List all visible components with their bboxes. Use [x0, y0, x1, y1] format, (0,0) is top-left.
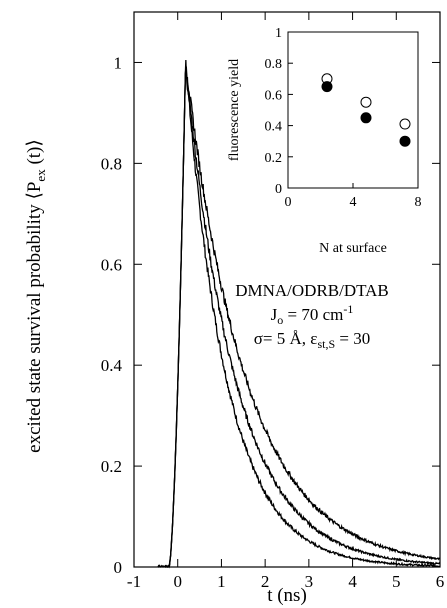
inset-x-tick-label: 8 [415, 195, 422, 210]
inset-y-tick-label: 0 [275, 182, 282, 197]
x-tick-label: 0 [173, 572, 182, 591]
survival-curve-1 [157, 68, 440, 568]
inset-y-tick-label: 0.4 [265, 120, 283, 135]
main-series [157, 59, 441, 569]
inset-plot-frame [287, 31, 419, 189]
x-tick-label: 4 [348, 572, 357, 591]
main-ticks: -1 0 1 2 3 4 5 600.20.40.60.81 [101, 12, 445, 591]
y-tick-label: 0.2 [101, 457, 122, 476]
x-axis-label: t (ns) [267, 585, 307, 606]
annotation-system: DMNA/ODRB/DTAB [235, 281, 389, 300]
x-tick-label: 6 [436, 572, 445, 591]
inset-point-filled [360, 112, 372, 124]
x-tick-label: 5 [392, 572, 401, 591]
x-tick-label: 1 [217, 572, 226, 591]
inset-point-open [399, 118, 411, 130]
annotation-parameters: σ= 5 Å, εst,S = 30 [254, 329, 370, 351]
inset-y-tick-label: 0.2 [265, 151, 283, 166]
inset-ticks: 0 4 8 0 0.2 0.4 0.6 0.8 1 [265, 26, 422, 210]
y-tick-label: 0 [114, 558, 123, 577]
annotation-coupling: Jo = 70 cm-1 [271, 302, 354, 327]
inset-y-tick-label: 0.8 [265, 57, 283, 72]
survival-curve-2 [157, 59, 441, 569]
inset-y-tick-label: 1 [275, 26, 282, 41]
inset-x-tick-label: 4 [350, 195, 357, 210]
x-tick-label: 3 [305, 572, 314, 591]
inset-series [321, 73, 411, 147]
y-axis-label: excited state survival probability ⟨Pex … [24, 139, 48, 453]
inset-point-filled [321, 81, 333, 93]
inset-y-axis-label: fluorescence yield [227, 59, 242, 161]
y-tick-label: 0.8 [101, 154, 122, 173]
inset-point-filled [399, 135, 411, 147]
main-plot-frame [133, 11, 441, 568]
inset-x-axis-label: N at surface [319, 241, 387, 256]
y-tick-label: 1 [114, 53, 123, 72]
y-tick-label: 0.4 [101, 356, 123, 375]
y-tick-label: 0.6 [101, 255, 122, 274]
x-tick-label: -1 [127, 572, 141, 591]
inset-point-open [360, 96, 372, 108]
x-tick-label: 2 [261, 572, 270, 591]
inset-x-tick-label: 0 [285, 195, 292, 210]
inset-y-tick-label: 0.6 [265, 88, 283, 103]
survival-curve-3 [157, 66, 440, 568]
